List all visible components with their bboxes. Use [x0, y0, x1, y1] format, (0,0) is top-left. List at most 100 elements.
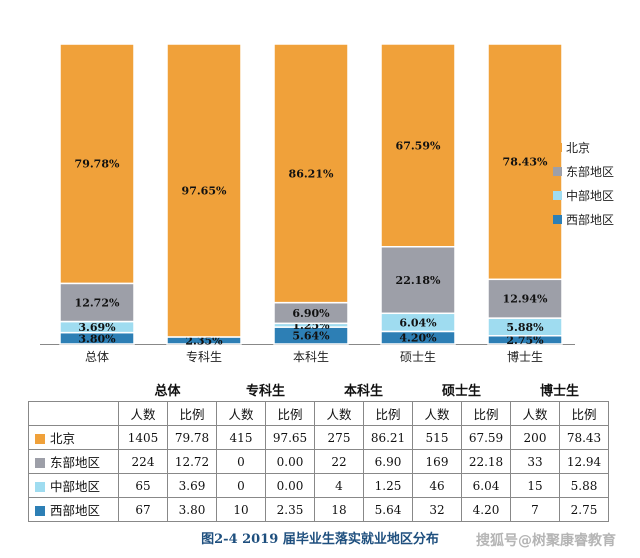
row-label-text: 北京 [50, 431, 76, 446]
bar-segment [166, 43, 242, 338]
table-group-header: 硕士生 [441, 384, 481, 399]
table-corner [29, 378, 119, 402]
table-subheader: 比例 [167, 401, 217, 426]
table-subheader: 比例 [363, 401, 413, 426]
table-cell: 4.20 [461, 497, 511, 522]
table-cell: 67 [118, 497, 168, 522]
table-group-header: 本科生 [343, 384, 383, 399]
table-row: 北京 1405 79.78 415 97.65 275 86.21 515 67.59 200 78… [28, 425, 609, 450]
table-cell: 10 [216, 497, 266, 522]
legend-swatch [553, 143, 562, 152]
table-cell: 22 [314, 449, 364, 474]
data-label: 2.35% [185, 334, 223, 347]
table-row-label: 东部地区 [28, 449, 119, 474]
data-label: 97.65% [182, 184, 227, 197]
data-label: 3.69% [78, 321, 116, 334]
data-label: 2.75% [506, 334, 544, 347]
table-cell: 32 [412, 497, 462, 522]
table-cell: 18 [314, 497, 364, 522]
table-cell: 5.88 [559, 473, 609, 498]
table-subheader: 人数 [314, 401, 364, 426]
data-label: 4.20% [399, 332, 437, 345]
table-group-header: 博士生 [539, 384, 579, 399]
table-cell: 6.04 [461, 473, 511, 498]
data-label: 79.78% [75, 158, 120, 171]
data-label: 5.88% [506, 321, 544, 334]
table-cell: 7 [510, 497, 560, 522]
table-cell: 15 [510, 473, 560, 498]
table-group-header: 专科生 [245, 384, 285, 399]
table-row-label: 中部地区 [28, 473, 119, 498]
bar-segment [487, 278, 563, 319]
legend-swatch [553, 191, 562, 200]
row-label-text: 西部地区 [50, 503, 101, 518]
table-cell: 12.94 [559, 449, 609, 474]
table-cell: 0 [216, 473, 266, 498]
table-row-label: 北京 [28, 425, 119, 450]
data-label: 12.94% [503, 293, 548, 306]
table-cell: 12.72 [167, 449, 217, 474]
data-label: 22.18% [396, 274, 441, 287]
data-label: 12.72% [75, 296, 120, 309]
table-cell: 0.00 [265, 449, 315, 474]
table-row: 中部地区 65 3.69 0 0.00 4 1.25 46 6.04 15 5.88 [28, 473, 609, 498]
data-label: 6.90% [292, 307, 330, 320]
table-subheader: 比例 [559, 401, 609, 426]
data-label: 3.80% [78, 332, 116, 345]
table-corner [28, 401, 119, 426]
x-tick-label: 专科生 [186, 349, 222, 364]
table-cell: 5.64 [363, 497, 413, 522]
bar-segment [59, 282, 135, 323]
table-cell: 46 [412, 473, 462, 498]
table-cell: 4 [314, 473, 364, 498]
table-subheader: 比例 [265, 401, 315, 426]
x-tick-label: 硕士生 [400, 350, 436, 364]
table-subheader: 人数 [510, 401, 560, 426]
row-label-text: 中部地区 [50, 479, 101, 494]
bar-segment [273, 43, 349, 304]
table-cell: 2.35 [265, 497, 315, 522]
table-cell: 0.00 [265, 473, 315, 498]
table-cell: 3.80 [167, 497, 217, 522]
table-subheader: 人数 [216, 401, 266, 426]
table-cell: 0 [216, 449, 266, 474]
table-row: 西部地区 67 3.80 10 2.35 18 5.64 32 4.20 7 2.75 [28, 497, 609, 522]
data-table: 总体 专科生 本科生 硕士生 博士生 人数 比例 人数 比例 人数 比例 人数 比例 人数 比例 北京 14… [28, 378, 609, 522]
table-cell: 169 [412, 449, 462, 474]
table-row-label: 西部地区 [28, 497, 119, 522]
legend-label: 中部地区 [566, 188, 614, 203]
table-cell: 275 [314, 425, 364, 450]
table-cell: 22.18 [461, 449, 511, 474]
table-subheader-row: 人数 比例 人数 比例 人数 比例 人数 比例 人数 比例 [28, 401, 609, 426]
table-subheader: 人数 [118, 401, 168, 426]
table-cell: 224 [118, 449, 168, 474]
table-subheader: 比例 [461, 401, 511, 426]
table-subheader: 人数 [412, 401, 462, 426]
data-label: 78.43% [503, 156, 548, 169]
table-cell: 78.43 [559, 425, 609, 450]
legend-label: 东部地区 [566, 164, 614, 179]
table-cell: 200 [510, 425, 560, 450]
table-cell: 33 [510, 449, 560, 474]
row-label-text: 东部地区 [50, 455, 101, 470]
legend-swatch [553, 215, 562, 224]
watermark: 搜狐号@树聚康睿教育 [476, 533, 616, 549]
legend-label: 西部地区 [566, 212, 614, 227]
table-cell: 97.65 [265, 425, 315, 450]
table-group-header-row: 总体 专科生 本科生 硕士生 博士生 [29, 378, 609, 402]
bar-segment [380, 43, 456, 248]
table-cell: 3.69 [167, 473, 217, 498]
x-tick-label: 总体 [85, 350, 109, 364]
data-label: 5.64% [292, 330, 330, 343]
bar-segment [487, 43, 563, 281]
x-tick-label: 本科生 [293, 350, 329, 364]
table-cell: 65 [118, 473, 168, 498]
table-row: 东部地区 224 12.72 0 0.00 22 6.90 169 22.18 33 12.94 [28, 449, 609, 474]
table-cell: 1405 [118, 425, 168, 450]
stacked-bar-chart: 3.80%3.69% 12.72% 79.78% 总体 2.35% 97.65% 专科生 5.… [40, 43, 614, 364]
data-label: 67.59% [396, 139, 441, 152]
data-label: 86.21% [289, 167, 334, 180]
figure-caption: 图2-4 2019 届毕业生落实就业地区分布 [201, 532, 439, 547]
data-label: 6.04% [399, 316, 437, 329]
legend-swatch [553, 167, 562, 176]
